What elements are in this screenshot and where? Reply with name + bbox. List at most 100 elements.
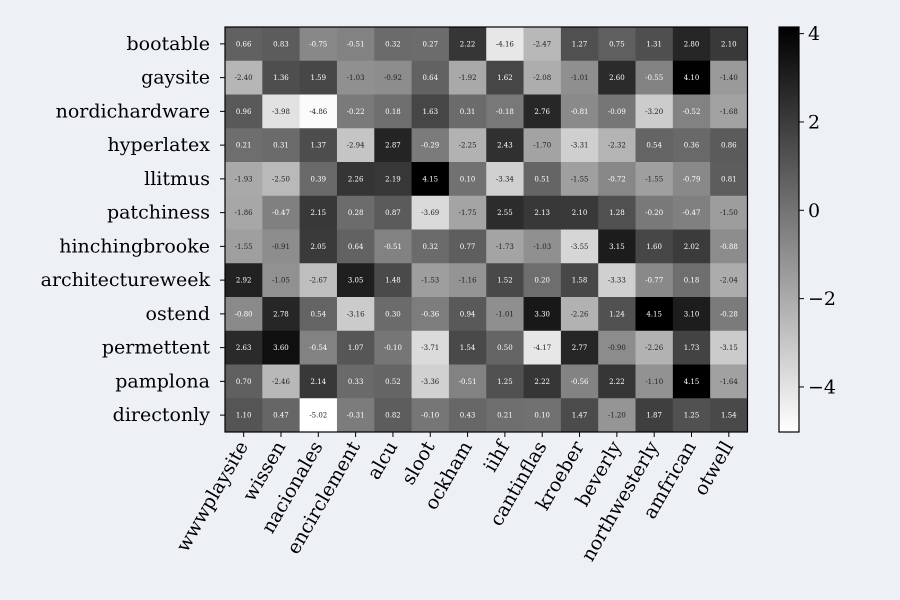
heatmap-cell xyxy=(635,195,674,230)
heatmap-cell xyxy=(635,128,674,163)
heatmap-cell xyxy=(225,162,263,197)
cell-value-label: 2.14 xyxy=(311,378,327,386)
cell-value-label: 2.92 xyxy=(236,277,252,285)
heatmap-cell xyxy=(411,297,450,332)
heatmap-cell xyxy=(486,162,524,197)
heatmap-cell xyxy=(262,162,301,197)
cell-value-label: 1.59 xyxy=(311,74,327,82)
cell-value-label: 0.18 xyxy=(684,277,700,285)
cell-value-label: 0.75 xyxy=(609,40,625,48)
colorbar-tick-label: 2 xyxy=(808,111,820,133)
heatmap-cell xyxy=(672,263,711,298)
heatmap-cell xyxy=(299,263,338,298)
y-tick-label: architectureweek xyxy=(41,269,211,291)
cell-value-label: 2.22 xyxy=(534,378,550,386)
heatmap-cell xyxy=(598,195,636,230)
cell-value-label: -0.29 xyxy=(421,142,439,150)
cell-value-label: 3.05 xyxy=(348,277,364,285)
heatmap-cell xyxy=(598,364,636,399)
cell-value-label: 0.20 xyxy=(534,277,550,285)
heatmap-cell xyxy=(262,195,301,230)
cell-value-label: -1.01 xyxy=(496,310,514,318)
heatmap-cell xyxy=(336,398,375,433)
heatmap-cell xyxy=(710,398,748,433)
heatmap-cell xyxy=(560,398,599,433)
heatmap-cell xyxy=(598,27,636,62)
heatmap-cell xyxy=(374,330,412,365)
cell-value-label: -3.33 xyxy=(608,277,626,285)
cell-value-label: 2.60 xyxy=(609,74,625,82)
heatmap-cell xyxy=(635,60,674,95)
heatmap-cell xyxy=(710,364,748,399)
heatmap-cell xyxy=(486,229,524,264)
heatmap-cell xyxy=(448,229,487,264)
heatmap-cell xyxy=(448,27,487,62)
cell-value-label: 3.15 xyxy=(609,243,625,251)
cell-value-label: -3.71 xyxy=(421,344,439,352)
cell-value-label: -4.16 xyxy=(496,40,514,48)
y-tick-label: hinchingbrooke xyxy=(59,235,210,257)
heatmap-cell xyxy=(523,27,562,62)
heatmap-cell xyxy=(523,297,562,332)
cell-value-label: -3.31 xyxy=(571,142,589,150)
heatmap-cell xyxy=(262,330,301,365)
heatmap-cell xyxy=(710,128,748,163)
cell-value-label: 4.15 xyxy=(646,310,662,318)
heatmap-cell xyxy=(635,364,674,399)
cell-value-label: -1.50 xyxy=(720,209,738,217)
cell-value-label: -2.26 xyxy=(645,344,663,352)
cell-value-label: 0.21 xyxy=(497,412,513,420)
cell-value-label: 2.26 xyxy=(348,175,364,183)
heatmap-cell xyxy=(560,94,599,129)
cell-value-label: -0.91 xyxy=(272,243,290,251)
heatmap-cell xyxy=(336,94,375,129)
heatmap-cell xyxy=(374,297,412,332)
cell-value-label: -0.09 xyxy=(608,108,626,116)
cell-value-label: -1.70 xyxy=(533,142,551,150)
heatmap-cell xyxy=(598,297,636,332)
cell-value-label: 1.60 xyxy=(646,243,662,251)
heatmap-cell xyxy=(635,398,674,433)
heatmap-cell xyxy=(336,195,375,230)
heatmap-cell xyxy=(560,27,599,62)
heatmap-cell xyxy=(336,27,375,62)
heatmap-cell xyxy=(523,94,562,129)
heatmap-cell xyxy=(486,128,524,163)
heatmap-cell xyxy=(374,229,412,264)
cell-value-label: -1.55 xyxy=(235,243,253,251)
heatmap-cell xyxy=(560,60,599,95)
cell-value-label: -0.36 xyxy=(421,310,439,318)
cell-value-label: -0.56 xyxy=(571,378,589,386)
heatmap-cell xyxy=(523,364,562,399)
cell-value-label: -0.88 xyxy=(720,243,738,251)
cell-value-label: 4.10 xyxy=(684,74,700,82)
heatmap-cell xyxy=(672,94,711,129)
heatmap-cell xyxy=(672,229,711,264)
heatmap-cell xyxy=(299,195,338,230)
x-tick-label: wwwplaysite xyxy=(172,438,253,556)
cell-value-label: 1.10 xyxy=(236,412,252,420)
cell-value-label: 2.15 xyxy=(311,209,327,217)
x-axis: wwwplaysitewissennacionalesencirclementa… xyxy=(172,432,738,565)
heatmap-cell xyxy=(523,330,562,365)
cell-value-label: 1.27 xyxy=(572,40,588,48)
cell-value-label: -3.55 xyxy=(571,243,589,251)
cell-value-label: 0.54 xyxy=(646,142,662,150)
cell-value-label: -3.15 xyxy=(720,344,738,352)
cell-value-label: 0.47 xyxy=(273,412,289,420)
heatmap-cell xyxy=(598,263,636,298)
heatmap-cell xyxy=(672,60,711,95)
cell-value-label: 0.66 xyxy=(236,40,252,48)
cell-value-label: 2.05 xyxy=(311,243,327,251)
cell-value-label: 1.73 xyxy=(684,344,700,352)
cell-value-label: -0.72 xyxy=(608,175,626,183)
heatmap-cell xyxy=(560,162,599,197)
cell-value-label: -3.36 xyxy=(421,378,439,386)
heatmap-cell xyxy=(299,60,338,95)
heatmap-cell xyxy=(411,195,450,230)
heatmap-cell xyxy=(411,94,450,129)
y-tick-label: permettent xyxy=(102,337,211,359)
cell-value-label: -0.55 xyxy=(645,74,663,82)
heatmap-cell xyxy=(635,229,674,264)
cell-value-label: -3.98 xyxy=(272,108,290,116)
